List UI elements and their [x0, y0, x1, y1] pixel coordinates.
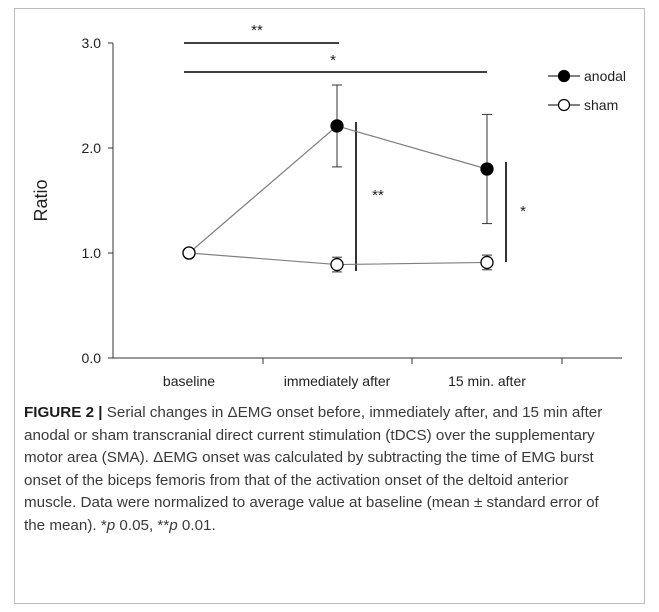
axes: 0.0 1.0 2.0 3.0 baseline immediately after 15 … — [31, 35, 622, 389]
series-anodal — [182, 84, 494, 260]
legend: anodal sham — [548, 68, 626, 113]
legend-label: sham — [584, 97, 618, 113]
figure-caption: FIGURE 2 | Serial changes in ΔEMG onset … — [24, 402, 624, 538]
legend-item-anodal: anodal — [548, 68, 626, 84]
series-sham — [182, 246, 494, 273]
sig-label: * — [520, 203, 526, 220]
chart: 0.0 1.0 2.0 3.0 baseline immediately after 15 … — [31, 22, 626, 389]
legend-marker — [557, 69, 571, 83]
x-tick-label: immediately after — [284, 373, 391, 389]
legend-item-sham: sham — [548, 97, 618, 113]
legend-marker — [557, 98, 571, 112]
data-point — [182, 246, 196, 260]
sig-label: ** — [372, 187, 384, 204]
legend-label: anodal — [584, 68, 626, 84]
significance-annotations: ****** — [184, 22, 526, 271]
y-tick-label: 1.0 — [82, 245, 102, 261]
series-line — [188, 125, 488, 254]
data-point — [330, 257, 344, 272]
y-tick-label: 0.0 — [82, 350, 102, 366]
figure-frame — [14, 8, 645, 604]
y-tick-label: 3.0 — [82, 35, 102, 51]
series-layer — [182, 84, 494, 273]
sig-label: ** — [251, 22, 263, 39]
caption-label: FIGURE 2 | — [24, 404, 103, 421]
x-tick-label: baseline — [163, 373, 215, 389]
x-tick-label: 15 min. after — [448, 373, 526, 389]
data-point — [480, 162, 494, 176]
y-axis-label: Ratio — [31, 179, 51, 221]
y-tick-label: 2.0 — [82, 140, 102, 156]
data-point — [480, 255, 494, 270]
data-point — [330, 119, 344, 133]
sig-label: * — [330, 52, 336, 69]
caption-text: Serial changes in ΔEMG onset before, imm… — [24, 404, 603, 534]
